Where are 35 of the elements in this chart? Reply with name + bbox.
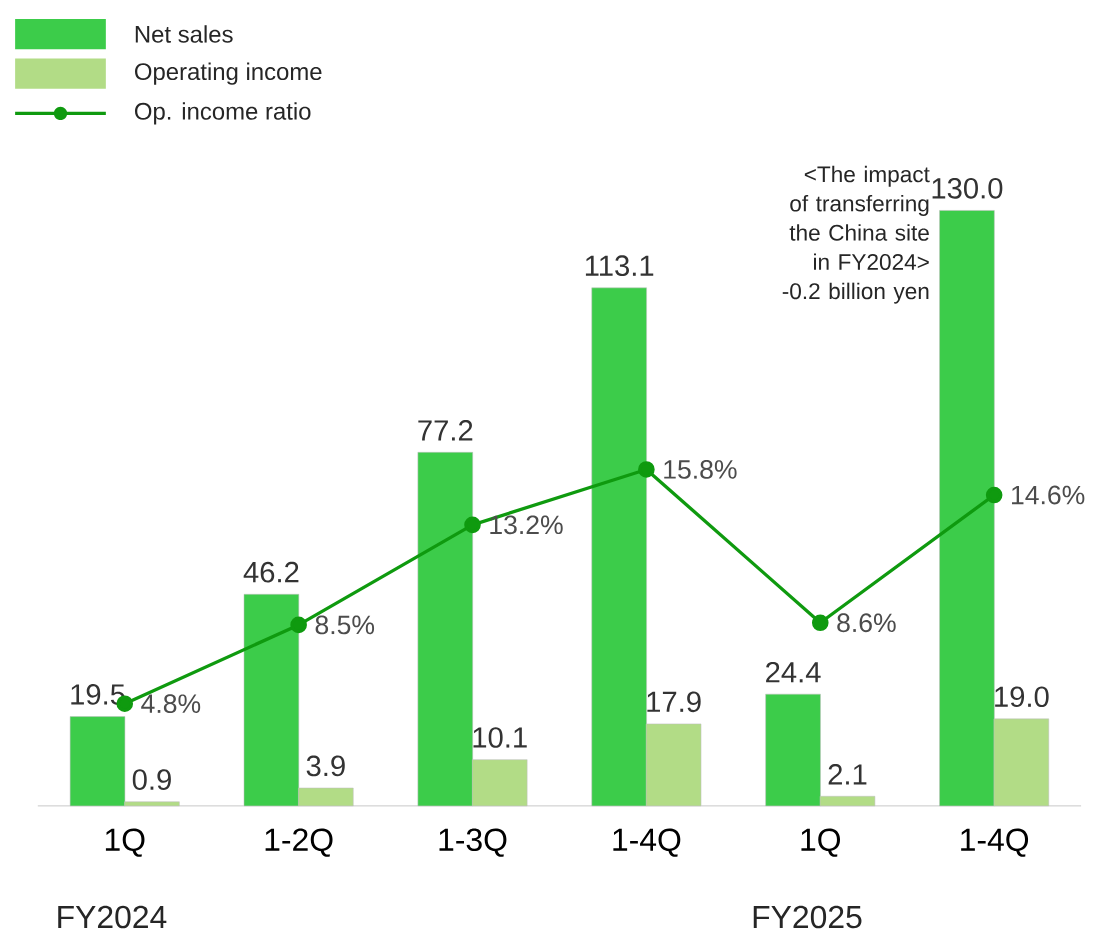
x-tick-label: 1-4Q <box>613 828 681 857</box>
data-label: 10.1 <box>473 727 527 748</box>
x-tick-label: 1-2Q <box>265 828 333 857</box>
data-label: 2.1 <box>828 764 867 785</box>
data-label: 0.9 <box>132 769 171 791</box>
data-label: 130.0 <box>932 177 1003 199</box>
point <box>464 516 481 534</box>
x-tick-label: 1Q <box>105 828 145 857</box>
data-label: 24.4 <box>766 661 821 683</box>
data-label: 46.2 <box>243 561 299 583</box>
point <box>811 614 829 632</box>
point <box>290 616 307 634</box>
data-label: 113.1 <box>585 255 654 277</box>
data-label: 77.2 <box>418 420 473 441</box>
legend-label: Operating income <box>134 62 322 85</box>
data-label: 14.6% <box>1012 485 1085 505</box>
data-label: 4.8% <box>141 694 201 714</box>
data-label: 15.8% <box>664 460 737 479</box>
legend-label: Op. income ratio <box>134 102 311 125</box>
data-label: 17.9 <box>647 691 701 713</box>
annotation: -0.2 billion yen <box>782 282 929 304</box>
point <box>638 461 655 478</box>
x-tick-label: 1-4Q <box>961 828 1029 857</box>
legend-label: Net sales <box>135 25 233 43</box>
x-tick-label: 1Q <box>801 828 841 857</box>
data-label: 3.9 <box>306 755 345 777</box>
data-label: 19.0 <box>995 686 1049 708</box>
annotation: <The impact of transferring the China site in FY2024> <box>789 165 930 271</box>
point <box>985 486 1003 504</box>
x-tick-label: 1-3Q <box>439 828 507 857</box>
text: FY2024 <box>58 905 167 929</box>
text: FY2025 <box>753 905 862 929</box>
data-label: 13.2% <box>490 515 563 535</box>
data-label: 8.6% <box>837 613 896 633</box>
data-label: 8.5% <box>315 615 375 635</box>
